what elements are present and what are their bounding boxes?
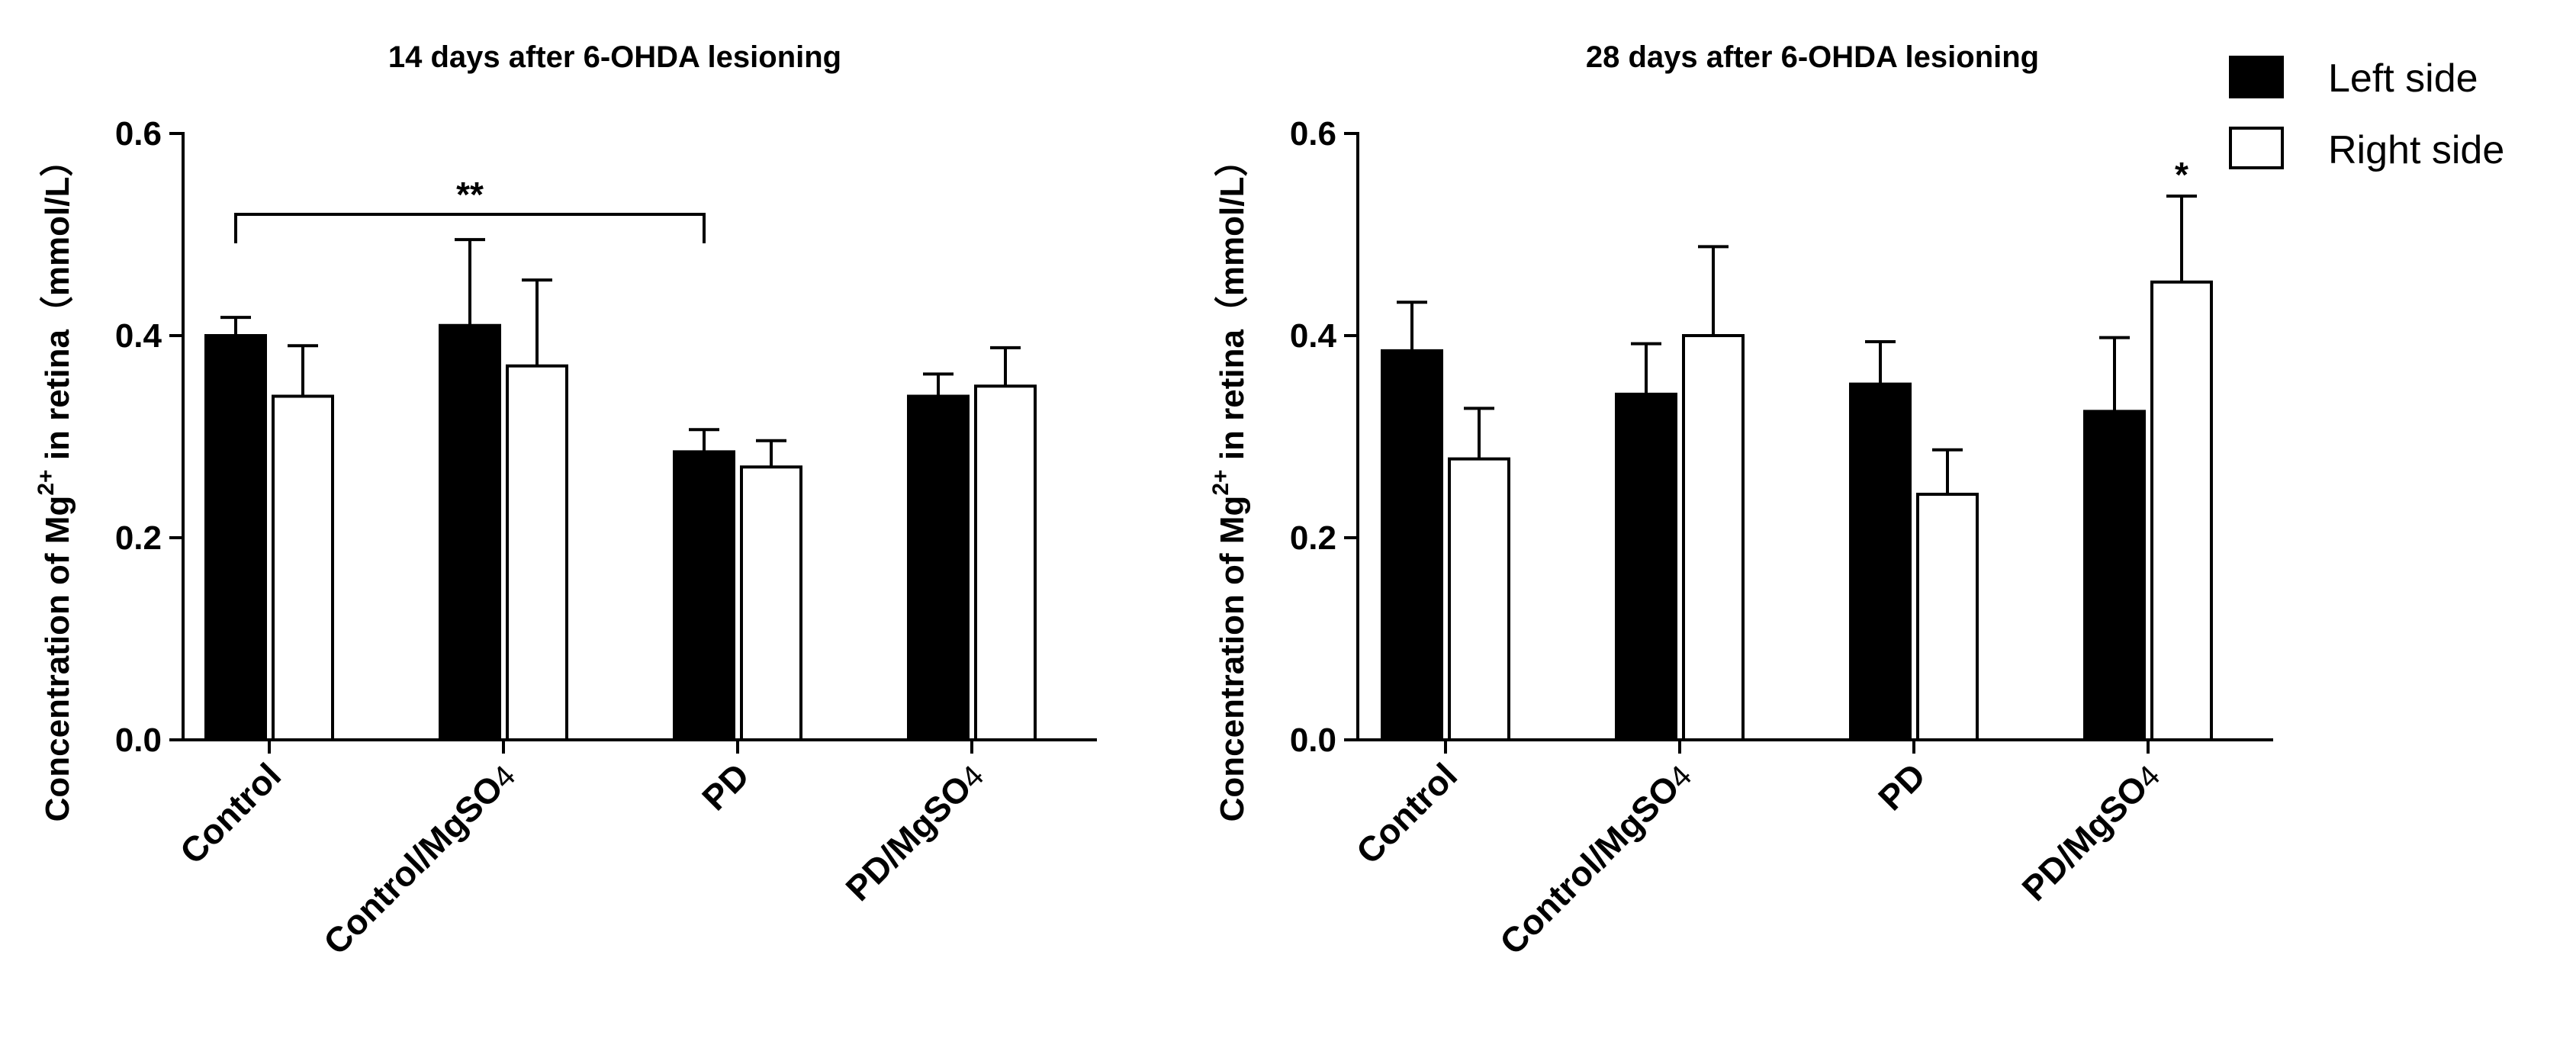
bar-left-1: [1615, 392, 1677, 741]
y-tick-label: 0.2: [1290, 519, 1336, 557]
bar-right-1: [1682, 334, 1745, 741]
y-axis-label: Concentration of Mg2+ in retina（mmol/L）: [1208, 143, 1251, 822]
y-axis-label-sup: 2+: [1208, 469, 1233, 495]
x-tick-label: PD: [694, 755, 757, 818]
x-tick-label-text: Control/MgSO: [316, 767, 510, 962]
y-tick-label: 0.0: [1290, 722, 1336, 759]
x-tick-label-text: PD/MgSO: [838, 767, 979, 908]
y-tick-label: 0.4: [115, 317, 162, 355]
bar-right-3: [974, 384, 1037, 741]
y-axis-label-text: Concentration of Mg: [1214, 496, 1251, 822]
y-axis-label-unit: in retina（mmol/L）: [1214, 143, 1251, 470]
x-tick-label-text: PD: [694, 755, 757, 818]
bar-right-1: [506, 364, 568, 741]
chart-title: 14 days after 6-OHDA lesioning: [388, 40, 841, 74]
x-tick-label: PD/MgSO4: [2014, 755, 2167, 908]
x-tick-label: Control/MgSO4: [1492, 755, 1699, 962]
x-tick-label: PD: [1870, 755, 1933, 818]
x-tick-label: Control: [172, 755, 288, 871]
x-tick-label-text: Control: [172, 755, 288, 871]
legend-swatch-left: [2229, 56, 2284, 98]
y-axis-label-unit: in retina（mmol/L）: [39, 143, 76, 470]
significance-bracket: [234, 213, 706, 243]
significance-label: *: [2175, 155, 2188, 194]
bar-right-2: [1916, 493, 1979, 742]
bar-left-3: [2083, 410, 2146, 741]
x-tick-label-text: Control/MgSO: [1492, 767, 1687, 962]
chart-28-days: 28 days after 6-OHDA lesioning Concentra…: [1208, 40, 2273, 962]
y-axis-label-text: Concentration of Mg: [39, 496, 76, 822]
x-tick-label-text: Control: [1349, 755, 1465, 871]
bar-right-2: [740, 465, 802, 741]
y-tick-label: 0.2: [115, 519, 162, 557]
legend-label-left: Left side: [2328, 56, 2478, 101]
legend-label-right: Right side: [2328, 128, 2504, 172]
significance-label: **: [456, 175, 484, 214]
y-tick-label: 0.4: [1290, 317, 1337, 355]
bar-left-2: [1849, 382, 1912, 741]
bar-left-0: [204, 334, 267, 741]
y-axis-label: Concentration of Mg2+ in retina（mmol/L）: [34, 143, 76, 822]
legend: Left side Right side: [2229, 56, 2504, 172]
x-tick-label: Control: [1349, 755, 1465, 871]
bar-right-0: [1448, 457, 1510, 742]
chart-14-days: 14 days after 6-OHDA lesioning Concentra…: [34, 40, 1097, 962]
chart-title: 28 days after 6-OHDA lesioning: [1586, 40, 2039, 74]
bar-left-2: [673, 450, 735, 741]
y-axis-label-sup: 2+: [34, 469, 59, 495]
legend-swatch-right: [2229, 127, 2284, 169]
y-tick-label: 0.0: [115, 722, 162, 759]
bar-left-1: [439, 323, 501, 741]
x-tick-label-text: PD: [1870, 755, 1933, 818]
x-tick-label: Control/MgSO4: [316, 755, 523, 962]
y-tick-label: 0.6: [1290, 115, 1336, 153]
bar-left-3: [907, 394, 970, 741]
x-tick-label: PD/MgSO4: [838, 755, 991, 908]
bar-left-0: [1381, 349, 1443, 741]
y-tick-label: 0.6: [115, 115, 162, 153]
x-tick-label-text: PD/MgSO: [2014, 767, 2155, 908]
bar-right-3: [2150, 280, 2213, 741]
bar-right-0: [272, 394, 334, 741]
